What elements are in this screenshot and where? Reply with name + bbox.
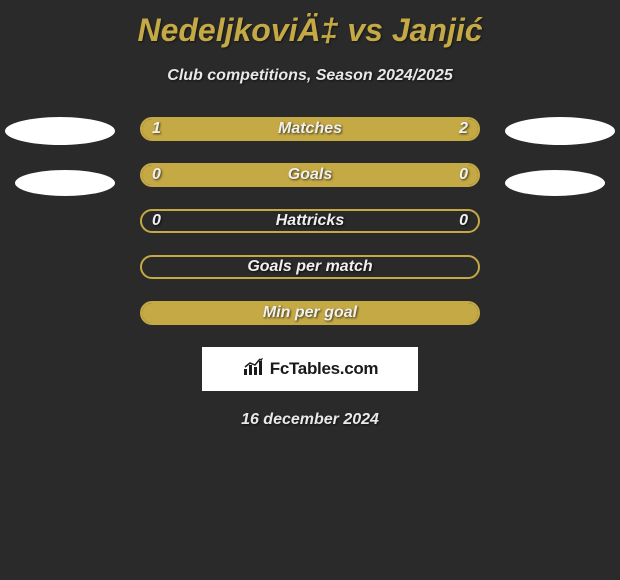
logo-text: FcTables.com xyxy=(270,359,379,379)
stat-label: Goals per match xyxy=(142,258,478,276)
player-left-badge-1 xyxy=(5,117,115,145)
stat-label: Hattricks xyxy=(142,212,478,230)
stat-bar: Goals per match xyxy=(140,255,480,279)
stat-bar: 00Goals xyxy=(140,163,480,187)
page-title: NedeljkoviÄ‡ vs Janjić xyxy=(0,0,620,49)
stat-label: Goals xyxy=(142,166,478,184)
stat-bars: 12Matches 00Goals 00Hattricks Goals per mat… xyxy=(140,117,480,325)
stat-label: Matches xyxy=(142,120,478,138)
stat-label: Min per goal xyxy=(142,304,478,322)
stat-bar: Min per goal xyxy=(140,301,480,325)
comparison-area: 12Matches 00Goals 00Hattricks Goals per mat… xyxy=(0,117,620,429)
logo-box: FcTables.com xyxy=(202,347,418,391)
stat-bar: 00Hattricks xyxy=(140,209,480,233)
player-left-badge-2 xyxy=(15,170,115,196)
page-subtitle: Club competitions, Season 2024/2025 xyxy=(0,67,620,85)
date-text: 16 december 2024 xyxy=(0,411,620,429)
player-right-badge-2 xyxy=(505,170,605,196)
chart-icon xyxy=(242,357,266,382)
stat-bar: 12Matches xyxy=(140,117,480,141)
player-right-badge-1 xyxy=(505,117,615,145)
